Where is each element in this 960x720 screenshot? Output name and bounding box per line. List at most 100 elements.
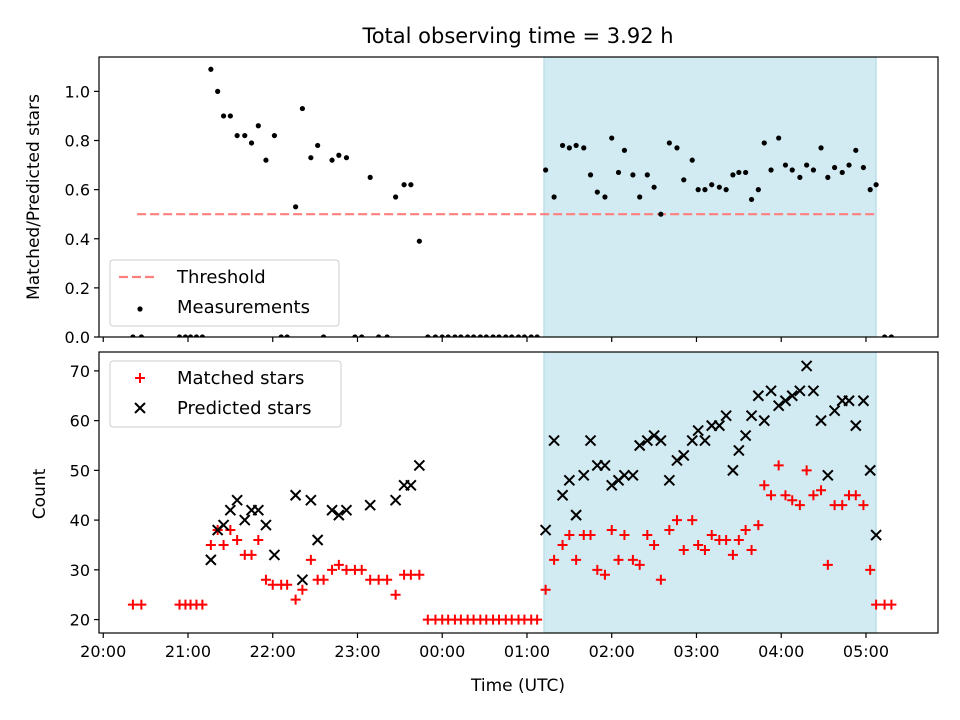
x-tick-label-1: 21:00 xyxy=(165,642,211,661)
predicted-stars-point-28 xyxy=(584,434,597,447)
matched-stars-point-10 xyxy=(225,525,236,536)
bottom-y-tick-label-3: 50 xyxy=(70,461,90,480)
matched-stars-point-90 xyxy=(794,500,805,511)
measurements-point-92 xyxy=(810,167,817,173)
matched-stars-point-30 xyxy=(373,574,384,585)
matched-stars-point-24 xyxy=(327,564,338,575)
predicted-stars-point-17 xyxy=(364,499,376,511)
measurements-point-75 xyxy=(695,187,701,193)
predicted-stars-point-8 xyxy=(260,519,272,531)
predicted-stars-point-38 xyxy=(655,434,667,447)
matched-stars-point-7 xyxy=(205,539,216,550)
predicted-stars-point-47 xyxy=(720,409,732,422)
measurements-point-16 xyxy=(271,132,278,139)
measurements-point-10 xyxy=(227,113,233,119)
measurements-point-22 xyxy=(315,142,321,149)
measurements-point-1 xyxy=(138,334,144,337)
bottom-plot-area xyxy=(127,360,897,625)
measurements-point-60 xyxy=(587,172,594,178)
predicted-stars-point-9 xyxy=(268,549,281,561)
x-tick-label-2: 22:00 xyxy=(250,642,296,661)
measurements-point-38 xyxy=(439,334,445,337)
measurements-point-77 xyxy=(709,182,715,188)
matched-stars-point-96 xyxy=(837,500,848,511)
measurements-point-18 xyxy=(284,334,290,337)
measurements-point-48 xyxy=(503,334,509,337)
chart-title: Total observing time = 3.92 h xyxy=(361,24,673,48)
predicted-stars-point-68 xyxy=(864,464,876,477)
measurements-point-19 xyxy=(293,204,299,210)
measurements-point-53 xyxy=(534,334,540,337)
measurements-point-91 xyxy=(804,162,810,168)
top-legend-label-1: Measurements xyxy=(177,297,310,318)
measurements-point-61 xyxy=(594,189,600,195)
predicted-stars-point-54 xyxy=(765,385,777,397)
bottom-y-tick-label-1: 30 xyxy=(70,561,90,580)
top-y-axis-title: Matched/Predicted stars xyxy=(24,94,44,300)
bottom-y-tick-label-5: 70 xyxy=(70,362,90,381)
matched-stars-point-15 xyxy=(260,574,271,585)
measurements-point-12 xyxy=(242,132,248,139)
top-y-tick-label-1: 0.2 xyxy=(65,279,90,298)
matched-stars-point-6 xyxy=(197,599,208,610)
measurements-point-58 xyxy=(573,142,579,149)
predicted-stars-point-60 xyxy=(807,385,820,397)
predicted-stars-point-0 xyxy=(205,554,217,566)
matched-stars-point-54 xyxy=(540,584,551,595)
matched-stars-point-93 xyxy=(816,485,827,496)
matched-stars-point-82 xyxy=(740,525,751,536)
matched-stars-point-0 xyxy=(127,599,138,610)
matched-stars-point-75 xyxy=(693,539,704,550)
measurements-point-36 xyxy=(425,334,431,337)
top-legend-label-0: Threshold xyxy=(176,267,266,288)
predicted-stars-point-42 xyxy=(686,434,698,447)
top-plot-area xyxy=(130,66,894,337)
predicted-stars-point-59 xyxy=(800,360,813,372)
measurements-point-63 xyxy=(609,135,615,141)
predicted-stars-point-35 xyxy=(633,439,646,452)
bottom-y-tick-label-2: 40 xyxy=(70,511,90,530)
measurements-point-62 xyxy=(602,194,608,200)
matched-stars-point-76 xyxy=(699,544,710,555)
matched-stars-point-18 xyxy=(282,579,293,590)
measurements-point-100 xyxy=(867,187,873,193)
measurements-point-70 xyxy=(658,211,664,217)
matched-stars-point-57 xyxy=(564,530,575,541)
x-tick-label-0: 20:00 xyxy=(80,642,126,661)
predicted-stars-point-69 xyxy=(870,529,882,541)
measurements-point-41 xyxy=(458,334,464,337)
measurements-point-30 xyxy=(376,334,382,337)
matched-stars-point-67 xyxy=(634,559,645,570)
measurements-point-32 xyxy=(393,194,399,200)
predicted-stars-point-50 xyxy=(739,429,752,442)
bottom-y-tick-label-0: 20 xyxy=(70,611,90,630)
measurements-point-80 xyxy=(730,172,736,178)
bottom-observing-span xyxy=(543,351,877,634)
predicted-stars-point-65 xyxy=(843,395,855,407)
measurements-point-101 xyxy=(873,182,879,188)
measurements-point-59 xyxy=(581,145,587,151)
predicted-stars-point-53 xyxy=(758,414,770,427)
measurements-point-15 xyxy=(263,157,269,163)
measurements-point-81 xyxy=(736,169,742,176)
matched-stars-point-101 xyxy=(871,599,882,610)
measurements-point-83 xyxy=(748,196,755,203)
bottom-legend-label-0: Matched stars xyxy=(177,368,304,389)
measurements-point-87 xyxy=(776,135,782,141)
matched-stars-point-32 xyxy=(390,589,401,600)
measurements-point-40 xyxy=(452,334,458,337)
measurements-point-51 xyxy=(521,334,528,337)
measurements-point-35 xyxy=(416,238,422,244)
predicted-stars-point-16 xyxy=(340,504,353,516)
matched-stars-point-29 xyxy=(365,574,376,585)
measurements-point-93 xyxy=(818,145,824,151)
matched-stars-point-25 xyxy=(333,559,344,570)
matched-stars-point-53 xyxy=(532,614,543,625)
matched-stars-point-94 xyxy=(822,559,833,570)
x-tick-label-7: 03:00 xyxy=(673,642,719,661)
measurements-point-39 xyxy=(445,334,451,337)
measurements-point-25 xyxy=(336,152,342,158)
measurements-point-99 xyxy=(860,164,867,171)
x-axis-title: Time (UTC) xyxy=(470,676,565,696)
